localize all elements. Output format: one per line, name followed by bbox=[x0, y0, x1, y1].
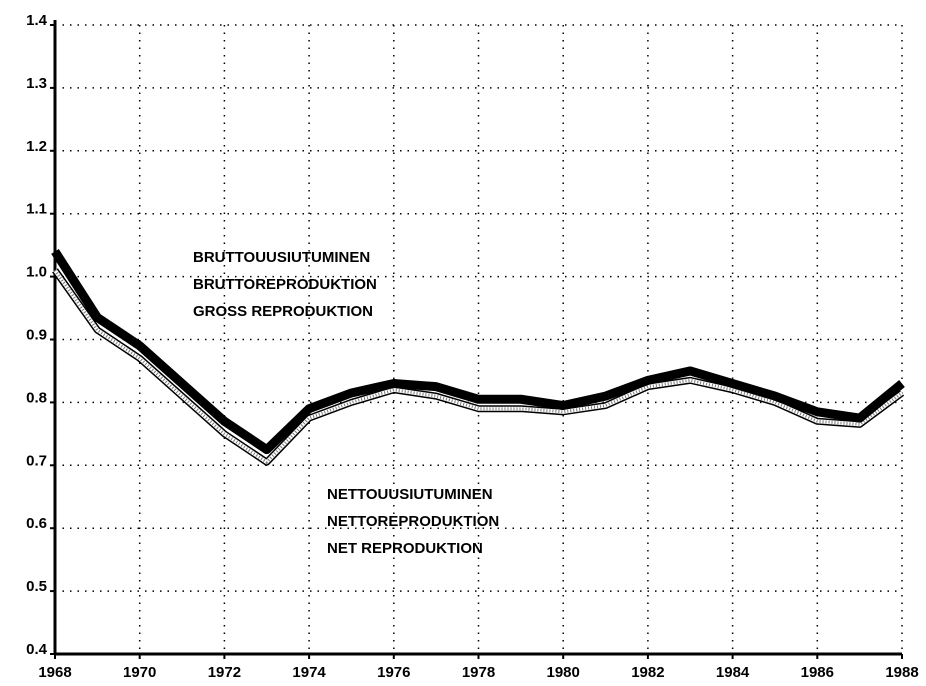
x-tick-label: 1972 bbox=[208, 664, 241, 681]
x-tick-label: 1974 bbox=[292, 664, 326, 681]
x-tick-label: 1968 bbox=[38, 664, 71, 681]
annotation: NETTOREPRODUKTION bbox=[327, 513, 499, 530]
x-tick-label: 1970 bbox=[123, 664, 156, 681]
x-tick-label: 1986 bbox=[801, 664, 834, 681]
line bbox=[51, 249, 905, 455]
y-tick-label: 1.2 bbox=[26, 138, 47, 155]
y-tick-label: 0.5 bbox=[26, 578, 47, 595]
y-tick-label: 1.4 bbox=[26, 12, 48, 29]
x-tick-label: 1984 bbox=[716, 664, 750, 681]
x-tick-label: 1988 bbox=[885, 664, 918, 681]
y-tick-label: 1.1 bbox=[26, 201, 47, 218]
x-tick-label: 1976 bbox=[377, 664, 410, 681]
annotation: NET REPRODUKTION bbox=[327, 540, 483, 557]
line bbox=[53, 269, 904, 465]
x-tick-label: 1978 bbox=[462, 664, 495, 681]
y-tick-label: 0.9 bbox=[26, 326, 47, 343]
x-tick-label: 1982 bbox=[631, 664, 664, 681]
y-tick-label: 0.8 bbox=[26, 389, 47, 406]
annotation: BRUTTOUUSIUTUMINEN bbox=[193, 249, 370, 266]
x-tick-label: 1980 bbox=[547, 664, 580, 681]
y-tick-label: 1.0 bbox=[26, 264, 47, 281]
annotation: GROSS REPRODUKTION bbox=[193, 303, 373, 320]
y-tick-label: 1.3 bbox=[26, 75, 47, 92]
line-outline bbox=[52, 268, 905, 466]
annotation: BRUTTOREPRODUKTION bbox=[193, 276, 377, 293]
y-tick-label: 0.6 bbox=[26, 515, 47, 532]
line-hatch bbox=[53, 269, 903, 465]
y-tick-label: 0.4 bbox=[26, 641, 48, 658]
annotation: NETTOUUSIUTUMINEN bbox=[327, 486, 493, 503]
y-tick-label: 0.7 bbox=[26, 452, 47, 469]
